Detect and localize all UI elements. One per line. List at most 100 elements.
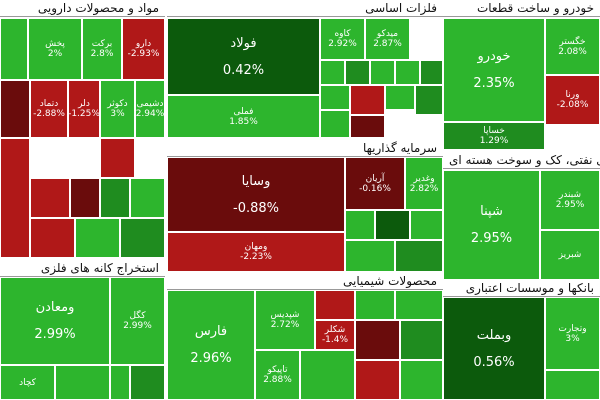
- tile-fill: [320, 60, 345, 85]
- stock-tile: پخش 2%: [28, 18, 82, 80]
- stock-change: 2.96%: [190, 351, 232, 366]
- tile-fill: [110, 365, 130, 400]
- tile-fill: [100, 138, 135, 178]
- tile-fill: [30, 178, 70, 218]
- stock-name: وغدیر: [413, 173, 435, 184]
- stock-name: فولاد: [230, 35, 257, 51]
- stock-change: 2.94%: [135, 109, 165, 119]
- stock-change: 2.87%: [373, 39, 402, 49]
- stock-change: 0.56%: [473, 354, 515, 370]
- stock-tile: برکت 2.8%: [82, 18, 122, 80]
- stock-name: دلر: [78, 99, 90, 109]
- stock-tile: وبملت 0.56%: [443, 297, 545, 400]
- stock-change: 2.92%: [328, 39, 357, 49]
- stock-name: آریان: [365, 173, 385, 184]
- stock-tile: شبریز: [540, 230, 600, 280]
- tile-fill: [0, 138, 30, 258]
- stock-change: 3%: [565, 333, 580, 344]
- stock-name: شپنا: [480, 204, 503, 219]
- stock-tile: دلر -1.25%: [68, 80, 100, 138]
- stock-tile: شپنا 2.95%: [443, 170, 540, 280]
- stock-change: 0.42%: [222, 62, 265, 78]
- stock-change: -2.93%: [127, 49, 160, 59]
- stock-tile: دارو -2.93%: [122, 18, 165, 80]
- stock-change: -2.88%: [33, 109, 65, 119]
- stock-name: دکوثر: [107, 99, 128, 109]
- stock-change: -1.4%: [321, 335, 349, 345]
- stock-name: شپدیس: [270, 310, 300, 320]
- stock-tile: دشیمی 2.94%: [135, 80, 165, 138]
- tile-fill: [0, 18, 28, 80]
- tile-fill: [410, 210, 443, 240]
- sector-title: بانکها و موسسات اعتباری: [443, 280, 600, 297]
- stock-name: ومهان: [244, 242, 268, 252]
- tile-fill: [120, 218, 165, 258]
- sector-title: فرآورده های نفتی، کک و سوخت هسته ای: [443, 152, 600, 169]
- tile-fill: [420, 60, 443, 85]
- tile-fill: [315, 290, 355, 320]
- stock-tile: خودرو 2.35%: [443, 18, 545, 122]
- stock-change: 2.99%: [123, 321, 152, 331]
- stock-tile: شبندر 2.95%: [540, 170, 600, 230]
- stock-change: -2.23%: [240, 252, 272, 262]
- stock-tile: ومهان -2.23%: [167, 232, 345, 272]
- stock-name: ومعادن: [35, 300, 75, 315]
- stock-tile: وتجارت 3%: [545, 297, 600, 370]
- stock-name: خگستر: [559, 36, 586, 47]
- stock-tile: کگل 2.99%: [110, 277, 165, 365]
- tile-fill: [385, 85, 415, 110]
- stock-tile: وسایا -0.88%: [167, 157, 345, 232]
- tile-fill: [130, 178, 165, 218]
- stock-change: 2.95%: [555, 200, 585, 210]
- stock-name: کاوه: [334, 29, 351, 39]
- tile-fill: [300, 350, 355, 400]
- stock-tile: ورنا -2.08%: [545, 75, 600, 125]
- sector-title: سرمایه گذاریها: [167, 140, 443, 157]
- stock-change: 1.85%: [229, 116, 258, 127]
- stock-tile: ومعادن 2.99%: [0, 277, 110, 365]
- tile-fill: [0, 80, 30, 138]
- tile-fill: [350, 85, 385, 115]
- stock-name: دتماد: [39, 99, 59, 109]
- stock-change: 2.35%: [473, 76, 515, 91]
- stock-name: ورنا: [565, 90, 580, 100]
- tile-fill: [70, 178, 100, 218]
- stock-tile: دکوثر 3%: [100, 80, 135, 138]
- stock-name: خساپا: [483, 126, 505, 136]
- tile-fill: [345, 60, 370, 85]
- sector-title: خودرو و ساخت قطعات: [443, 0, 600, 17]
- stock-tile: فولاد 0.42%: [167, 18, 320, 95]
- tile-fill: [75, 218, 120, 258]
- stock-tile: دتماد -2.88%: [30, 80, 68, 138]
- tile-fill: [130, 365, 165, 400]
- stock-change: 1.29%: [479, 136, 509, 146]
- stock-tile: آریان -0.16%: [345, 157, 405, 210]
- tile-fill: [30, 218, 75, 258]
- stock-tile: میدکو 2.87%: [365, 18, 410, 60]
- stock-tile: شکلر -1.4%: [315, 320, 355, 350]
- stock-tile: تاپیکو 2.88%: [255, 350, 300, 400]
- tile-fill: [320, 110, 350, 138]
- sector-title: فلزات اساسی: [167, 0, 443, 17]
- stock-name: فملی: [233, 106, 254, 117]
- stock-tile: کچاد: [0, 365, 55, 400]
- stock-name: وبملت: [476, 327, 512, 343]
- tile-fill: [345, 210, 375, 240]
- stock-tile: شپدیس 2.72%: [255, 290, 315, 350]
- stock-name: تاپیکو: [267, 365, 288, 375]
- stock-name: فارس: [194, 324, 228, 339]
- stock-change: -1.25%: [68, 109, 100, 119]
- stock-change: 2.82%: [409, 183, 439, 194]
- stock-name: کگل: [129, 311, 146, 321]
- stock-name: کچاد: [19, 377, 36, 388]
- stock-change: 2.88%: [263, 375, 292, 385]
- tile-fill: [320, 85, 350, 110]
- stock-name: دشیمی: [136, 99, 164, 109]
- stock-change: 2.08%: [558, 46, 587, 57]
- stock-name: خودرو: [477, 49, 511, 64]
- stock-name: برکت: [91, 39, 113, 49]
- tile-fill: [375, 210, 410, 240]
- tile-fill: [350, 115, 385, 138]
- tile-fill: [400, 360, 443, 400]
- stock-name: پخش: [45, 39, 65, 49]
